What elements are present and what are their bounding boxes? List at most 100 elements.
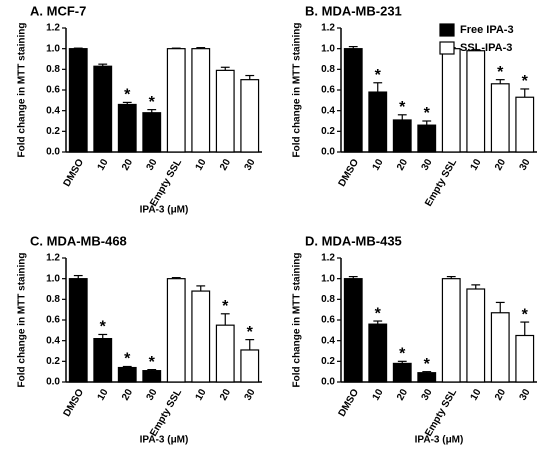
- bar: [68, 278, 88, 383]
- y-tick-label: 0.8: [46, 294, 60, 305]
- significance: *: [149, 354, 156, 371]
- significance: *: [375, 305, 382, 322]
- significance: *: [222, 298, 229, 315]
- bar: [142, 112, 162, 153]
- y-tick-label: 0.2: [321, 126, 335, 137]
- significance: *: [375, 67, 382, 84]
- panel-title: C. MDA-MB-468: [30, 233, 127, 248]
- x-tick-label: DMSO: [62, 157, 87, 189]
- x-axis-label: IPA-3 (μM): [140, 205, 189, 216]
- y-axis-label: Fold change in MTT staining: [292, 23, 303, 158]
- x-tick-label: 20: [493, 387, 508, 403]
- bar: [368, 91, 388, 153]
- panel-title: B. MDA-MB-231: [305, 3, 402, 18]
- significance: *: [100, 319, 107, 336]
- bar: [392, 362, 412, 383]
- significance: *: [424, 356, 431, 373]
- bar: [93, 65, 113, 153]
- y-tick-label: 0.2: [46, 126, 60, 137]
- bar: [466, 288, 486, 383]
- y-axis-label: Fold change in MTT staining: [17, 23, 28, 158]
- bar: [166, 48, 186, 153]
- x-tick-label: 10: [96, 387, 111, 403]
- bar: [191, 290, 211, 383]
- bar: [343, 48, 363, 153]
- bar: [142, 370, 162, 383]
- significance: *: [399, 99, 406, 116]
- x-tick-label: 10: [371, 157, 386, 173]
- significance: *: [247, 324, 254, 341]
- x-tick-label: 30: [145, 387, 160, 403]
- significance: *: [124, 351, 131, 368]
- y-tick-label: 1.0: [46, 273, 60, 284]
- x-tick-label: 10: [469, 387, 484, 403]
- y-tick-label: 0.4: [321, 105, 335, 116]
- y-tick-label: 1.0: [321, 43, 335, 54]
- y-tick-label: 1.0: [321, 273, 335, 284]
- bar: [392, 119, 412, 153]
- x-axis-label: IPA-3 (μM): [140, 435, 189, 446]
- y-tick-label: 0.0: [321, 377, 335, 388]
- y-tick-label: 0.6: [321, 315, 335, 326]
- significance: *: [522, 73, 529, 90]
- significance: *: [522, 306, 529, 323]
- y-tick-label: 0.4: [46, 335, 60, 346]
- x-tick-label: 20: [120, 387, 135, 403]
- bar: [117, 366, 137, 383]
- significance: *: [149, 94, 156, 111]
- y-tick-label: 1.2: [321, 253, 335, 264]
- bar: [215, 324, 235, 383]
- y-tick-label: 0.0: [46, 377, 60, 388]
- y-tick-label: 0.0: [321, 147, 335, 158]
- bar: [490, 312, 510, 383]
- legend-swatch: [439, 23, 455, 37]
- bar: [93, 338, 113, 383]
- y-axis-label: Fold change in MTT staining: [292, 253, 303, 388]
- x-tick-label: 20: [493, 157, 508, 173]
- x-tick-label: 20: [120, 157, 135, 173]
- y-tick-label: 1.2: [46, 23, 60, 34]
- bar: [466, 50, 486, 153]
- x-tick-label: 30: [243, 387, 258, 403]
- x-tick-label: 20: [395, 387, 410, 403]
- x-tick-label: 10: [194, 157, 209, 173]
- y-tick-label: 0.2: [46, 356, 60, 367]
- x-tick-label: 20: [395, 157, 410, 173]
- bar: [441, 48, 461, 153]
- panel-title: A. MCF-7: [30, 3, 86, 18]
- y-tick-label: 0.6: [46, 315, 60, 326]
- x-tick-label: 30: [518, 387, 533, 403]
- bar: [240, 79, 260, 153]
- x-tick-label: DMSO: [337, 387, 362, 419]
- x-tick-label: 20: [218, 387, 233, 403]
- bar: [417, 372, 437, 383]
- legend-swatch: [439, 41, 455, 55]
- bar: [417, 124, 437, 153]
- bar: [343, 278, 363, 383]
- bar: [515, 334, 535, 383]
- panel-title: D. MDA-MB-435: [305, 233, 402, 248]
- y-tick-label: 0.4: [46, 105, 60, 116]
- x-tick-label: DMSO: [337, 157, 362, 189]
- bar: [515, 96, 535, 153]
- significance: *: [424, 105, 431, 122]
- bar: [368, 323, 388, 383]
- x-axis-label: IPA-3 (μM): [415, 435, 464, 446]
- significance: *: [497, 64, 504, 81]
- x-tick-label: 30: [145, 157, 160, 173]
- x-tick-label: 30: [243, 157, 258, 173]
- y-tick-label: 0.6: [321, 85, 335, 96]
- bar: [68, 48, 88, 153]
- bar: [191, 48, 211, 153]
- y-tick-label: 0.0: [46, 147, 60, 158]
- y-tick-label: 0.6: [46, 85, 60, 96]
- y-tick-label: 1.2: [321, 23, 335, 34]
- y-tick-label: 0.2: [321, 356, 335, 367]
- y-tick-label: 1.2: [46, 253, 60, 264]
- x-tick-label: 30: [420, 157, 435, 173]
- y-tick-label: 0.8: [321, 64, 335, 75]
- bar: [166, 278, 186, 383]
- x-tick-label: 10: [194, 387, 209, 403]
- legend-label: SSL-IPA-3: [460, 42, 512, 54]
